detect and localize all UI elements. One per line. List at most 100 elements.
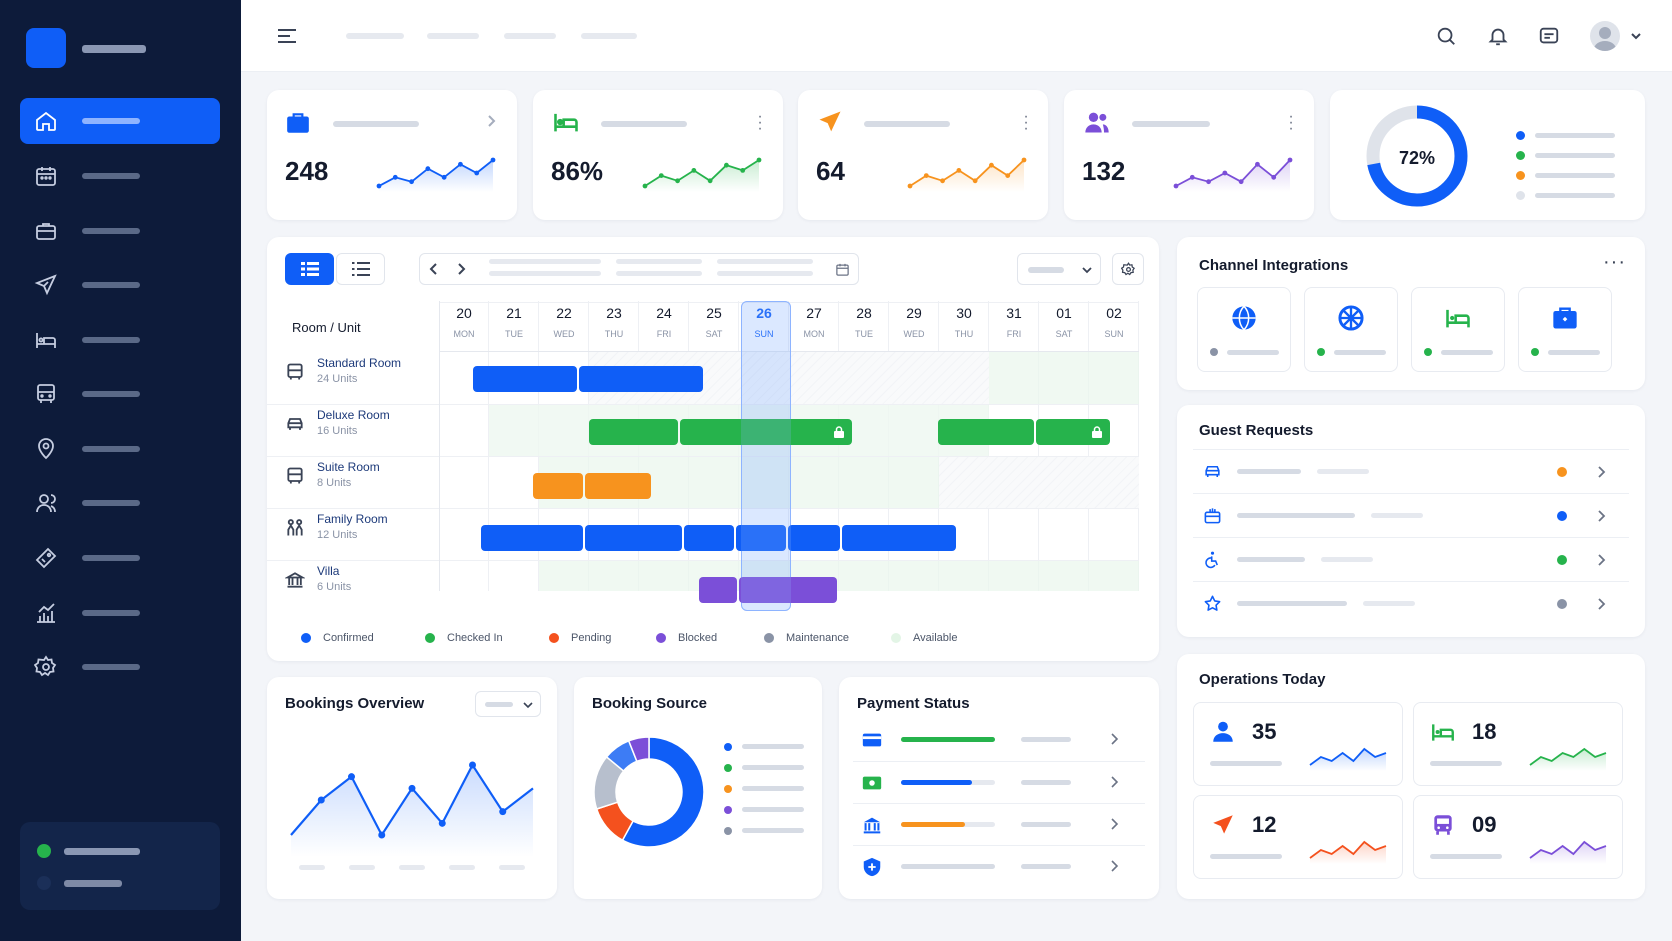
nav-item-transport[interactable] [20,371,220,417]
nav-item-analytics[interactable] [20,590,220,636]
channel-tile[interactable] [1304,287,1398,372]
day-header[interactable]: 21 TUE [489,305,539,339]
day-header[interactable]: 23 THU [589,305,639,339]
room-row-deluxe-room[interactable]: Deluxe Room 16 Units [285,408,390,437]
nav-item-guests[interactable] [20,480,220,526]
calendar-icon[interactable] [835,262,850,277]
user-status-card[interactable] [20,822,220,910]
chevron-left-icon[interactable] [429,263,439,275]
chevron-down-icon[interactable] [1630,31,1642,41]
chevron-right-icon[interactable] [486,114,496,128]
donut-slice[interactable] [621,736,705,848]
day-header[interactable]: 22 WED [539,305,589,339]
room-row-suite-room[interactable]: Suite Room 8 Units [285,460,380,489]
more-menu-icon[interactable]: ··· [1288,108,1294,137]
room-row-villa[interactable]: Villa 6 Units [285,564,351,593]
payment-row[interactable] [853,719,1145,761]
chart-point[interactable] [438,819,446,827]
menu-icon[interactable] [276,26,298,46]
booking-bar-confirmed[interactable] [736,525,786,551]
chart-point[interactable] [378,831,386,839]
booking-bar-checked-in[interactable] [589,419,678,445]
booking-bar-blocked[interactable] [739,577,837,603]
nav-item-briefcase[interactable] [20,208,220,254]
nav-item-flights[interactable] [20,262,220,308]
nav-item-tickets[interactable] [20,535,220,581]
kpi-card-guests[interactable]: · · · 132 [1064,90,1314,220]
booking-bar-checked-in[interactable] [680,419,852,445]
kpi-card-flights[interactable]: · · · 64 [798,90,1048,220]
request-row[interactable] [1193,493,1629,537]
payment-row[interactable] [853,845,1145,887]
channel-tile[interactable] [1197,287,1291,372]
more-menu-icon[interactable]: ··· [757,108,763,137]
nav-item-locations[interactable] [20,426,220,472]
top-nav-link[interactable] [427,33,479,39]
list-view-button[interactable] [336,253,385,285]
nav-item-calendar[interactable] [20,153,220,199]
nav-item-rooms[interactable] [20,317,220,363]
room-row-family-room[interactable]: Family Room 12 Units [285,512,388,541]
request-row[interactable] [1193,537,1629,581]
avatar[interactable] [1590,21,1620,51]
date-range-bar[interactable] [419,253,859,285]
day-header[interactable]: 28 TUE [839,305,889,339]
day-header[interactable]: 26 SUN [739,305,789,339]
search-icon[interactable] [1435,25,1457,47]
top-nav-link[interactable] [346,33,404,39]
booking-bar-confirmed[interactable] [481,525,583,551]
top-nav-link[interactable] [504,33,556,39]
booking-bar-confirmed[interactable] [585,525,682,551]
day-header[interactable]: 20 MON [439,305,489,339]
booking-bar-pending[interactable] [533,473,583,499]
booking-bar-checked-in[interactable] [938,419,1034,445]
nav-item-settings[interactable] [20,644,220,690]
payment-row[interactable] [853,761,1145,803]
message-icon[interactable] [1538,25,1560,47]
booking-bar-blocked[interactable] [699,577,737,603]
operation-tile[interactable]: 09 [1413,795,1623,879]
period-dropdown[interactable] [475,691,541,717]
request-row[interactable] [1193,449,1629,493]
chart-point[interactable] [408,784,416,792]
grid-view-button[interactable] [285,253,334,285]
booking-bar-confirmed[interactable] [684,525,734,551]
kpi-card-occupancy[interactable]: · · · 86% [533,90,783,220]
booking-bar-checked-in[interactable] [1036,419,1110,445]
operation-tile[interactable]: 18 [1413,702,1623,786]
bell-icon[interactable] [1487,25,1509,47]
day-header[interactable]: 30 THU [939,305,989,339]
payment-row[interactable] [853,803,1145,845]
donut-slice[interactable] [627,736,650,763]
chart-point[interactable] [499,808,507,816]
day-header[interactable]: 31 FRI [989,305,1039,339]
top-nav-link[interactable] [581,33,637,39]
kpi-card-bookings[interactable]: 248 [267,90,517,220]
nav-item-home[interactable] [20,98,220,144]
more-menu-icon[interactable]: ··· [1603,251,1626,273]
filter-dropdown[interactable] [1017,253,1101,285]
occupancy-card[interactable]: 72% [1330,90,1645,220]
day-header[interactable]: 25 SAT [689,305,739,339]
channel-tile[interactable] [1518,287,1612,372]
operation-tile[interactable]: 35 [1193,702,1403,786]
chart-point[interactable] [469,761,476,769]
booking-bar-pending[interactable] [585,473,651,499]
day-header[interactable]: 02 SUN [1089,305,1139,339]
app-logo[interactable] [26,28,66,68]
request-row[interactable] [1193,581,1629,625]
day-header[interactable]: 24 FRI [639,305,689,339]
operation-tile[interactable]: 12 [1193,795,1403,879]
day-header[interactable]: 29 WED [889,305,939,339]
more-menu-icon[interactable]: ··· [1023,108,1029,137]
calendar-settings-button[interactable] [1112,253,1144,285]
chart-point[interactable] [317,796,325,804]
booking-bar-confirmed[interactable] [788,525,840,551]
day-header[interactable]: 01 SAT [1039,305,1089,339]
day-header[interactable]: 27 MON [789,305,839,339]
chevron-right-icon[interactable] [456,263,466,275]
booking-bar-confirmed[interactable] [473,366,577,392]
chart-point[interactable] [348,773,355,781]
channel-tile[interactable] [1411,287,1505,372]
room-row-standard-room[interactable]: Standard Room 24 Units [285,356,401,385]
